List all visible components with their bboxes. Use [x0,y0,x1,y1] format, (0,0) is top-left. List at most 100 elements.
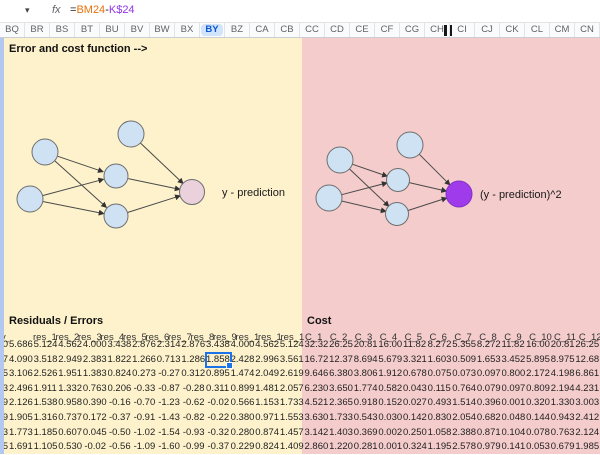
cell[interactable]: 3.518 [33,353,58,365]
cell[interactable]: 5.124 [33,339,58,350]
cell[interactable]: 5.686 [9,339,33,350]
cell[interactable]: 1.474 [230,368,255,380]
cell[interactable]: 8.272 [476,339,501,350]
cell[interactable]: 0.679 [550,441,575,453]
cell[interactable]: 0.001 [378,441,403,453]
cell[interactable]: 16.72 [304,353,329,365]
cell[interactable]: 4.090 [9,353,33,365]
cell[interactable]: 0.824 [107,368,132,380]
cell[interactable]: 0.043 [403,382,427,394]
cell[interactable]: -0.70 [133,397,156,409]
header-cell-res[interactable]: res_6 [145,332,170,343]
cell[interactable]: 0.075 [427,368,452,380]
cell[interactable]: 16.00 [378,339,403,350]
cell[interactable]: 0.097 [501,382,526,394]
cell[interactable]: 1.153 [255,397,280,409]
cell[interactable]: 0.763 [550,426,575,438]
cell[interactable]: 1.603 [427,353,452,365]
cell[interactable]: 4.000 [82,339,107,350]
cell[interactable]: 0.048 [501,412,526,423]
cell[interactable]: 1.911 [33,382,57,394]
cell[interactable]: 3.003 [575,397,600,409]
header-cell-y[interactable]: y_ [1,332,9,343]
cell[interactable]: 0.493 [427,397,452,409]
column-header-cm[interactable]: CM [550,23,575,37]
cell[interactable]: 0.809 [526,382,550,394]
cell[interactable]: -1.23 [158,397,180,409]
cell[interactable]: 0.737 [58,412,83,423]
cell[interactable]: 1.195 [427,441,452,453]
cell[interactable]: 4.562 [58,339,83,350]
cell[interactable]: 1.409 [279,441,304,453]
cell[interactable]: 2.126 [9,397,33,409]
cell[interactable]: 0.764 [452,382,477,394]
cell[interactable]: 0.324 [403,441,427,453]
cell[interactable]: 1.905 [9,412,33,423]
cell[interactable]: 2.428 [230,353,255,365]
cell[interactable]: 0.142 [403,412,427,423]
cell[interactable]: 0.144 [526,412,550,423]
column-header-cc[interactable]: CC [300,23,325,37]
cell[interactable]: 0.800 [501,368,526,380]
cell[interactable]: 0.943 [550,412,575,423]
cell[interactable]: -1.60 [158,441,180,453]
cell[interactable]: -0.37 [207,441,230,453]
cell[interactable]: 0.607 [58,426,83,438]
cell[interactable]: 4.198 [550,368,575,380]
cell[interactable]: 1.733 [329,412,353,423]
cell-y[interactable]: 3 [2,382,8,394]
cell[interactable]: 0.027 [403,397,427,409]
cell[interactable]: 0.206 [107,382,132,394]
cell[interactable]: 0.918 [353,397,378,409]
cell[interactable]: 3.452 [501,353,526,365]
cell[interactable]: -0.02 [84,441,106,453]
column-header-cf[interactable]: CF [375,23,400,37]
cell-y[interactable]: 9 [2,412,8,423]
column-header-ca[interactable]: CA [250,23,275,37]
cell[interactable]: -0.32 [207,426,230,438]
header-cell-res[interactable]: res_2 [55,332,80,343]
cell[interactable]: 0.396 [476,397,501,409]
cell[interactable]: 3.438 [206,339,230,350]
cell[interactable]: 1.912 [378,368,403,380]
column-header-bs[interactable]: BS [50,23,75,37]
cell[interactable]: 4.000 [230,339,255,350]
cell[interactable]: 2.412 [575,412,600,423]
cell[interactable]: 1.316 [33,412,58,423]
cell[interactable]: 0.053 [526,441,550,453]
cell[interactable]: 3.630 [304,412,329,423]
cell[interactable]: -0.02 [207,397,230,409]
column-header-cj[interactable]: CJ [475,23,500,37]
cell[interactable]: -1.54 [158,426,180,438]
cell[interactable]: 12.68 [575,353,600,365]
cell[interactable]: 0.678 [403,368,427,380]
cell-y[interactable]: 0 [2,339,8,350]
cell[interactable]: 1.691 [9,441,33,453]
network-diagram-residual[interactable]: y - prediction [0,95,300,310]
column-header-cg[interactable]: CG [400,23,425,37]
cell[interactable]: 6.380 [329,368,353,380]
column-header-bq[interactable]: BQ [0,23,25,37]
header-cell-cost[interactable]: C_4 [379,332,398,343]
cell[interactable]: 3.561 [279,353,304,365]
cell[interactable]: 3.806 [353,368,378,380]
cell[interactable]: 11.82 [501,339,525,350]
header-cell-cost[interactable]: C_12 [578,332,600,343]
cell[interactable]: 0.229 [230,441,255,453]
cell[interactable]: 0.958 [58,397,83,409]
cell[interactable]: 2.172 [526,368,550,380]
cell[interactable]: -0.50 [108,426,131,438]
cell[interactable]: -0.87 [158,382,180,394]
network-diagram-cost[interactable]: (y - prediction)^2 [300,95,600,310]
header-cell-cost[interactable]: C_2 [329,332,348,343]
cell[interactable]: 0.104 [501,426,526,438]
cell[interactable]: 2.124 [575,426,600,438]
cell[interactable]: -0.16 [108,397,131,409]
cell[interactable]: 0.971 [255,412,280,423]
cell[interactable]: 0.312 [181,368,206,380]
cell[interactable]: 1.330 [550,397,575,409]
cell[interactable]: 0.830 [427,412,452,423]
cell[interactable]: 2.860 [304,441,329,453]
cell[interactable]: 4.562 [255,339,280,350]
cell[interactable]: 1.266 [132,353,156,365]
